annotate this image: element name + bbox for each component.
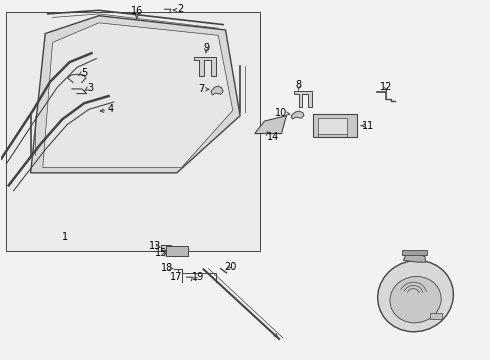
Ellipse shape <box>378 260 453 332</box>
Text: 8: 8 <box>295 80 302 90</box>
Text: 16: 16 <box>131 6 143 16</box>
Bar <box>402 249 427 255</box>
Polygon shape <box>291 111 304 119</box>
Text: 2: 2 <box>177 4 184 14</box>
Bar <box>318 118 347 134</box>
Polygon shape <box>403 253 425 262</box>
Ellipse shape <box>390 276 441 323</box>
Text: 10: 10 <box>275 108 288 118</box>
Text: 1: 1 <box>62 232 68 242</box>
Text: 9: 9 <box>203 43 209 53</box>
Text: 5: 5 <box>81 68 87 78</box>
Text: 13: 13 <box>149 242 161 251</box>
Text: 6: 6 <box>405 309 411 319</box>
Polygon shape <box>211 86 223 95</box>
Bar <box>6 12 260 251</box>
Polygon shape <box>30 16 240 173</box>
Text: 7: 7 <box>198 84 204 94</box>
Bar <box>430 313 442 319</box>
Text: 18: 18 <box>161 262 173 273</box>
Text: 4: 4 <box>108 104 114 114</box>
Bar <box>161 245 171 249</box>
Text: 14: 14 <box>267 132 279 142</box>
Polygon shape <box>194 57 216 76</box>
Bar <box>166 246 188 256</box>
Text: 19: 19 <box>192 272 204 282</box>
Polygon shape <box>255 116 287 134</box>
Text: 3: 3 <box>87 83 93 93</box>
Polygon shape <box>294 91 312 107</box>
Polygon shape <box>43 23 233 167</box>
Text: 20: 20 <box>224 262 237 272</box>
Text: 17: 17 <box>170 272 182 282</box>
Bar <box>313 114 357 137</box>
Text: 11: 11 <box>362 121 374 131</box>
Text: 15: 15 <box>155 248 168 258</box>
Text: 12: 12 <box>380 82 392 92</box>
